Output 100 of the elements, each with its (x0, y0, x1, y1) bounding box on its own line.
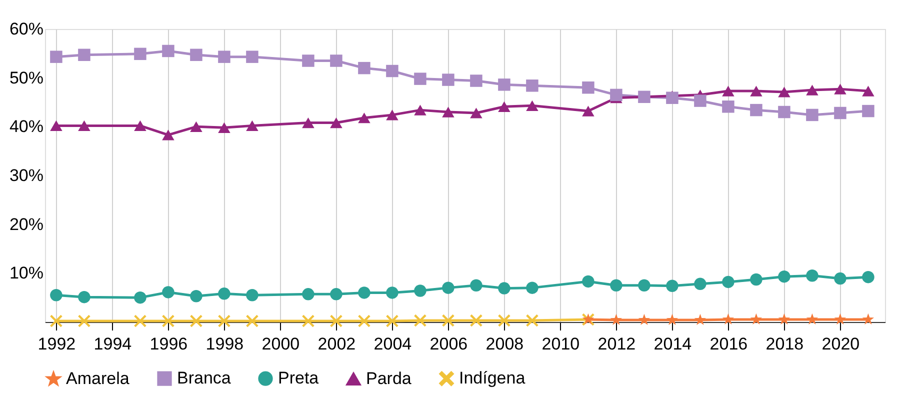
point (442, 282, 454, 294)
point (470, 314, 482, 327)
point (470, 74, 482, 87)
point (358, 62, 370, 74)
point (470, 279, 482, 292)
point (722, 86, 734, 96)
point (722, 313, 734, 325)
point (610, 314, 622, 326)
point (442, 74, 454, 86)
y-tick-label: 10% (9, 264, 44, 283)
point (694, 94, 706, 107)
point (526, 80, 538, 92)
y-tick-label: 60% (9, 20, 44, 38)
point (358, 286, 370, 299)
point (582, 81, 594, 94)
point (414, 104, 426, 116)
x-tick-label: 2010 (542, 334, 580, 354)
point (414, 284, 426, 297)
x-tick-label: 2004 (374, 334, 412, 354)
point (778, 86, 790, 98)
point (610, 279, 622, 292)
point (806, 84, 818, 96)
point (190, 314, 202, 328)
point (218, 122, 230, 133)
point (246, 50, 258, 63)
point (638, 314, 650, 326)
point (218, 50, 230, 63)
x-tick-label: 2008 (486, 334, 524, 354)
x-tick-label: 2012 (598, 334, 636, 354)
point (162, 130, 174, 140)
point (218, 288, 230, 300)
point (134, 120, 146, 131)
point (834, 84, 846, 94)
y-tick-label: 20% (9, 214, 44, 234)
point (414, 72, 426, 85)
point (694, 278, 706, 290)
point (50, 289, 62, 302)
point (134, 291, 146, 304)
point (778, 106, 790, 118)
point (358, 112, 370, 124)
point (134, 314, 146, 328)
point (386, 64, 398, 78)
point (302, 117, 314, 128)
point (246, 314, 258, 328)
point (50, 50, 62, 63)
point (610, 88, 622, 102)
point (722, 276, 734, 288)
point (218, 314, 230, 328)
x-tick-label: 2000 (262, 334, 300, 354)
x-tick-label: 1994 (94, 334, 132, 354)
point (806, 108, 818, 122)
point (862, 313, 874, 325)
point (330, 314, 342, 328)
point (78, 48, 90, 62)
x-tick-label: 2018 (766, 334, 804, 354)
point (498, 282, 510, 294)
point (246, 289, 258, 302)
point (778, 270, 790, 283)
legend-label: Parda (366, 369, 412, 388)
legend-label: Branca (177, 368, 232, 388)
point (246, 120, 258, 131)
y-tick-label: 50% (9, 68, 44, 88)
point (750, 313, 762, 325)
point (666, 92, 678, 104)
point (498, 314, 510, 327)
point (78, 120, 90, 131)
point (806, 269, 818, 282)
y-tick-label: 30% (9, 166, 44, 185)
point (386, 286, 398, 299)
point (190, 290, 202, 302)
point (162, 44, 174, 58)
point (778, 313, 790, 325)
point (414, 314, 426, 327)
point (666, 280, 678, 292)
point (386, 110, 398, 120)
point (834, 272, 846, 285)
legend-label: Indígena (459, 368, 526, 388)
point (834, 313, 846, 325)
y-tick-label: 40% (9, 117, 44, 136)
point (386, 314, 398, 328)
point (358, 314, 370, 328)
point (162, 314, 174, 328)
point (526, 282, 538, 294)
x-tick-label: 2016 (710, 334, 748, 354)
point (526, 100, 538, 111)
point (806, 313, 818, 325)
point (302, 54, 314, 67)
point (750, 86, 762, 96)
point (750, 104, 762, 116)
point (750, 273, 762, 286)
point (470, 108, 482, 118)
point (526, 314, 538, 327)
legend-label: Amarela (66, 369, 130, 388)
point (498, 101, 510, 112)
point (694, 314, 706, 326)
point (78, 314, 90, 328)
point (834, 106, 846, 120)
point (302, 314, 314, 328)
point (582, 106, 594, 116)
point (134, 48, 146, 60)
